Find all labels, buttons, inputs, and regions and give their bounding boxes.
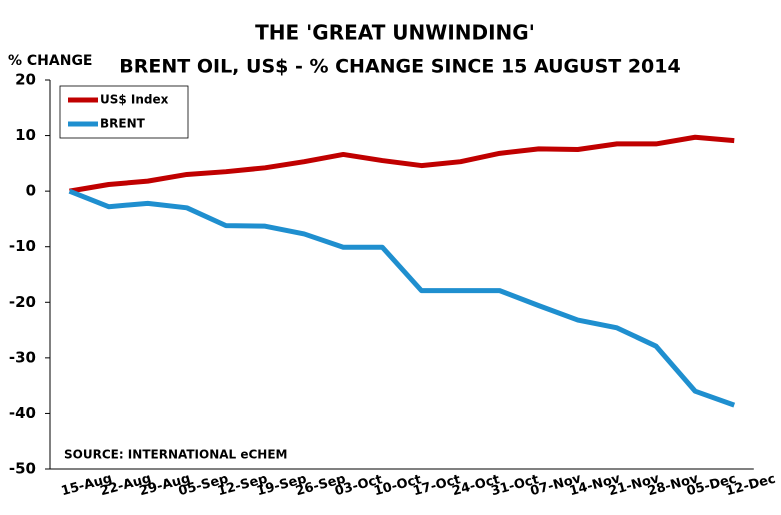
y-tick-label: 0 bbox=[26, 182, 36, 200]
series-line bbox=[68, 188, 736, 408]
y-tick-label: -40 bbox=[9, 404, 36, 422]
annotation: SOURCE: INTERNATIONAL eCHEM bbox=[64, 448, 287, 462]
legend-label: BRENT bbox=[100, 117, 146, 131]
y-tick-label: -30 bbox=[9, 348, 36, 366]
legend-box bbox=[59, 85, 189, 139]
y-axis-label: % CHANGE bbox=[8, 53, 93, 69]
y-tick-label: -20 bbox=[9, 293, 36, 311]
y-tick-label: 20 bbox=[15, 71, 36, 89]
chart-title: THE 'GREAT UNWINDING' bbox=[255, 21, 535, 45]
y-tick-label: -50 bbox=[9, 460, 36, 478]
y-tick-label: -10 bbox=[9, 237, 36, 255]
chart-subtitle: BRENT OIL, US$ - % CHANGE SINCE 15 AUGUS… bbox=[119, 56, 680, 78]
y-tick-label: 10 bbox=[15, 126, 36, 144]
legend-label: US$ Index bbox=[100, 93, 169, 107]
series-line bbox=[69, 134, 735, 194]
